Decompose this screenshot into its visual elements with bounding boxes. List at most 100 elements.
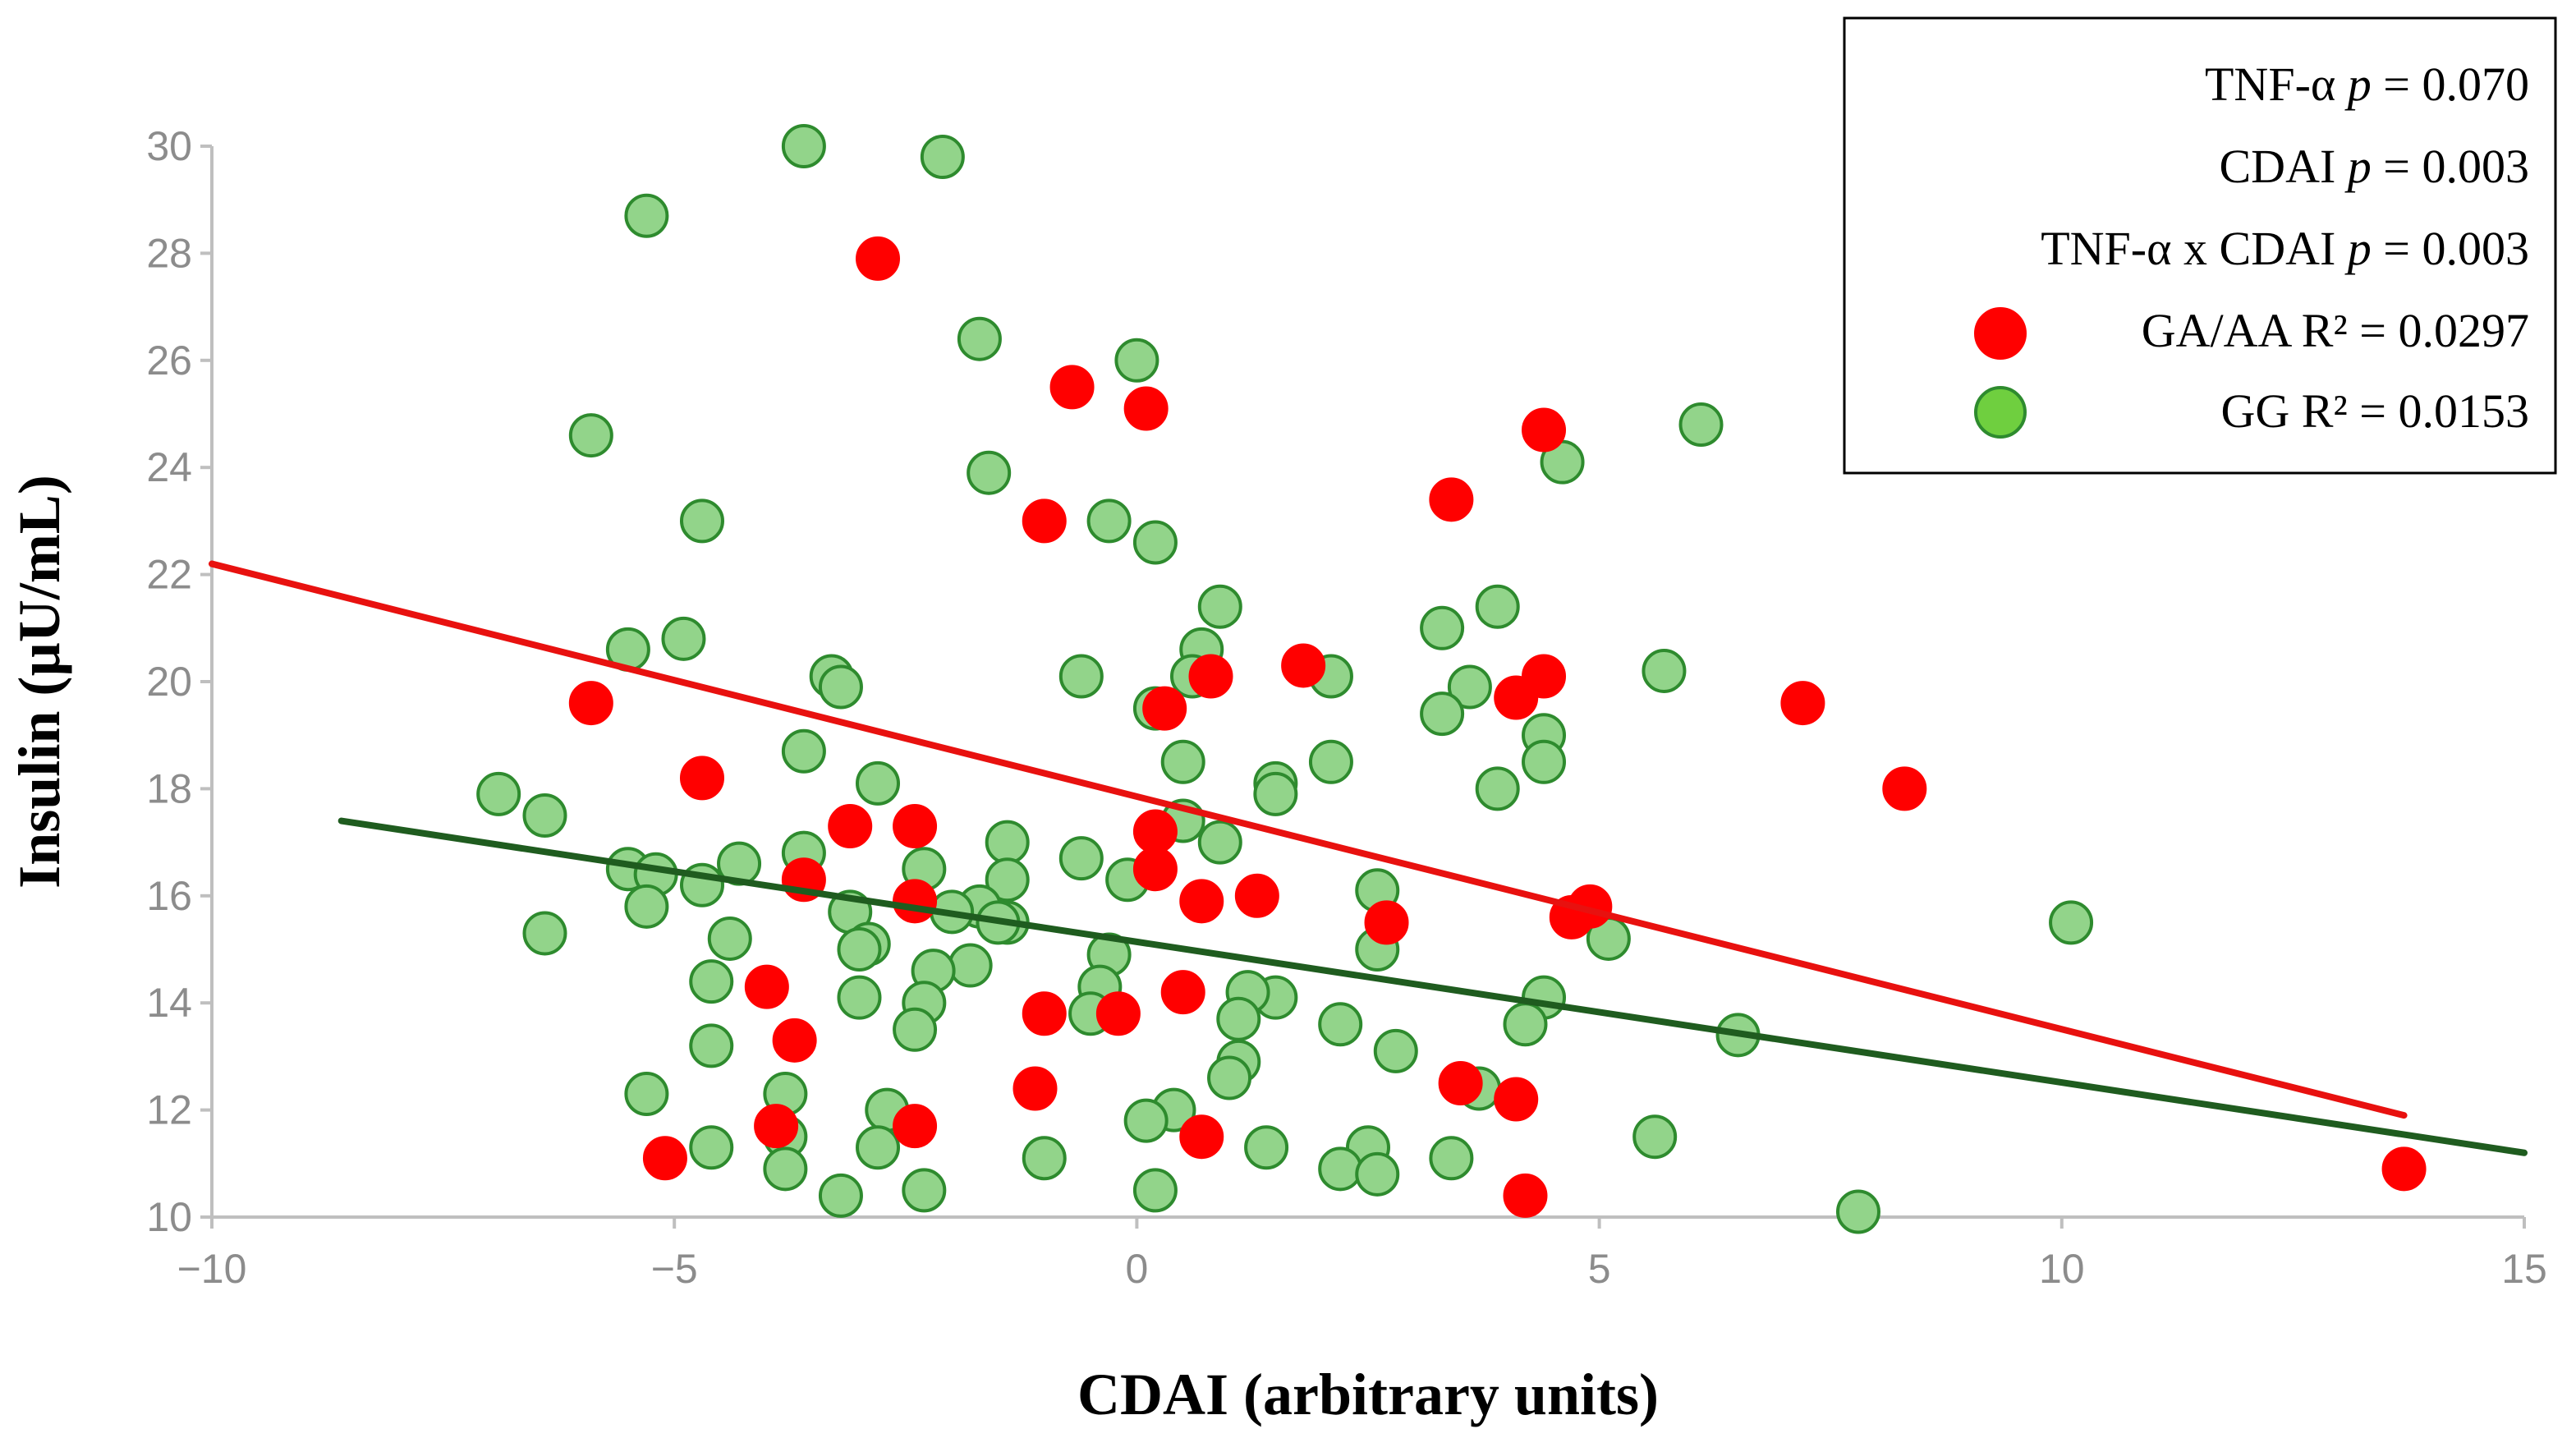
- point-ga-aa: [1049, 365, 1095, 410]
- point-gg: [957, 316, 1002, 361]
- point-ga-aa: [1132, 847, 1178, 892]
- point-ga-aa: [1503, 1173, 1548, 1218]
- y-tick-label: 16: [146, 873, 192, 919]
- legend: TNF-α p = 0.070 CDAI p = 0.003 TNF-α x C…: [1843, 16, 2557, 475]
- point-gg: [1086, 498, 1132, 544]
- point-ga-aa: [1179, 1114, 1224, 1160]
- x-tick-label: −5: [651, 1246, 698, 1292]
- point-gg: [1642, 648, 1687, 693]
- point-gg: [1058, 836, 1104, 881]
- legend-stat-interaction: TNF-α x CDAI p = 0.003: [2041, 222, 2529, 275]
- point-ga-aa: [772, 1018, 817, 1063]
- point-gg: [689, 1023, 734, 1068]
- point-ga-aa: [642, 1136, 687, 1181]
- point-gg: [476, 771, 521, 816]
- point-gg: [967, 450, 1012, 495]
- point-ga-aa: [744, 964, 789, 1009]
- y-tick-label: 20: [146, 659, 192, 705]
- point-gg: [522, 793, 567, 838]
- point-ga-aa: [1438, 1061, 1483, 1105]
- y-tick-label: 18: [146, 765, 192, 811]
- point-gg: [1678, 402, 1724, 448]
- point-gg: [985, 820, 1030, 865]
- point-gg: [763, 1146, 808, 1192]
- point-gg: [707, 916, 752, 961]
- x-tick-label: 0: [1125, 1246, 1148, 1292]
- point-ga-aa: [1188, 654, 1233, 699]
- y-tick-label: 30: [146, 123, 192, 169]
- point-gg: [1253, 771, 1298, 816]
- point-gg: [837, 927, 882, 972]
- point-gg: [624, 193, 669, 238]
- point-gg: [1022, 1136, 1067, 1181]
- legend-marker-gaaa: [1974, 307, 2027, 360]
- point-gg: [1216, 996, 1261, 1041]
- legend-stat-tnf: TNF-α p = 0.070: [2205, 57, 2529, 111]
- point-gg: [1160, 739, 1205, 784]
- point-gg: [1132, 1168, 1178, 1213]
- legend-box: [1843, 16, 2557, 475]
- point-gg: [1420, 691, 1465, 737]
- point-gg: [985, 857, 1030, 903]
- point-gg: [856, 760, 901, 806]
- point-gg: [948, 943, 993, 988]
- point-ga-aa: [1123, 386, 1169, 431]
- point-gg: [1318, 1002, 1363, 1047]
- point-ga-aa: [1882, 766, 1927, 811]
- point-ga-aa: [1281, 643, 1326, 688]
- point-gg: [568, 413, 613, 458]
- point-ga-aa: [568, 681, 613, 726]
- point-gg: [902, 1168, 947, 1213]
- point-ga-aa: [679, 756, 724, 801]
- legend-label-gaaa: GA/AA R² = 0.0297: [2142, 304, 2529, 357]
- point-gg: [1373, 1028, 1418, 1073]
- trendlines: [209, 560, 2528, 1156]
- point-gg: [920, 135, 965, 180]
- y-tick-label: 10: [146, 1194, 192, 1240]
- point-ga-aa: [754, 1104, 799, 1149]
- point-gg: [661, 616, 706, 661]
- point-gg: [624, 884, 669, 929]
- x-tick-labels: −10 −5 0 5 10 15: [177, 1217, 2547, 1292]
- point-ga-aa: [1142, 686, 1187, 731]
- y-tick-labels: 10 12 14 16 18 20 22 24 26 28 30: [146, 123, 212, 1240]
- legend-marker-gg: [1974, 386, 2027, 439]
- point-ga-aa: [1494, 1077, 1539, 1122]
- y-tick-label: 22: [146, 552, 192, 598]
- point-gg: [1244, 1125, 1289, 1170]
- point-gg: [818, 664, 863, 710]
- point-ga-aa: [1364, 900, 1409, 945]
- point-gg: [679, 498, 724, 544]
- x-tick-label: 5: [1588, 1246, 1611, 1292]
- point-gg: [1355, 1151, 1400, 1197]
- point-gg: [1058, 654, 1104, 699]
- y-tick-label: 24: [146, 444, 192, 490]
- point-ga-aa: [1022, 991, 1067, 1036]
- point-gg: [781, 728, 826, 774]
- point-gg: [837, 975, 882, 1020]
- point-ga-aa: [1179, 879, 1224, 924]
- point-ga-aa: [1429, 477, 1474, 522]
- point-gg: [1123, 1098, 1169, 1143]
- point-ga-aa: [1234, 873, 1279, 918]
- point-gg: [1835, 1189, 1880, 1234]
- point-gg: [1318, 1146, 1363, 1192]
- legend-stat-cdai: CDAI p = 0.003: [2220, 140, 2530, 193]
- point-gg: [624, 1072, 669, 1117]
- point-ga-aa: [893, 804, 938, 849]
- point-ga-aa: [1132, 809, 1178, 854]
- point-ga-aa: [893, 879, 938, 924]
- point-ga-aa: [1022, 498, 1067, 544]
- point-gg: [1632, 1114, 1678, 1160]
- y-tick-label: 26: [146, 338, 192, 384]
- point-gg: [1522, 739, 1567, 784]
- point-gg: [1475, 584, 1520, 629]
- point-gg: [522, 911, 567, 956]
- point-ga-aa: [1522, 407, 1567, 453]
- point-ga-aa: [1012, 1066, 1058, 1111]
- point-ga-aa: [1780, 681, 1825, 726]
- point-ga-aa: [893, 1104, 938, 1149]
- legend-label-gg: GG R² = 0.0153: [2220, 384, 2529, 438]
- x-axis-title: CDAI (arbitrary units): [1077, 1362, 1659, 1427]
- point-gg: [818, 1173, 863, 1218]
